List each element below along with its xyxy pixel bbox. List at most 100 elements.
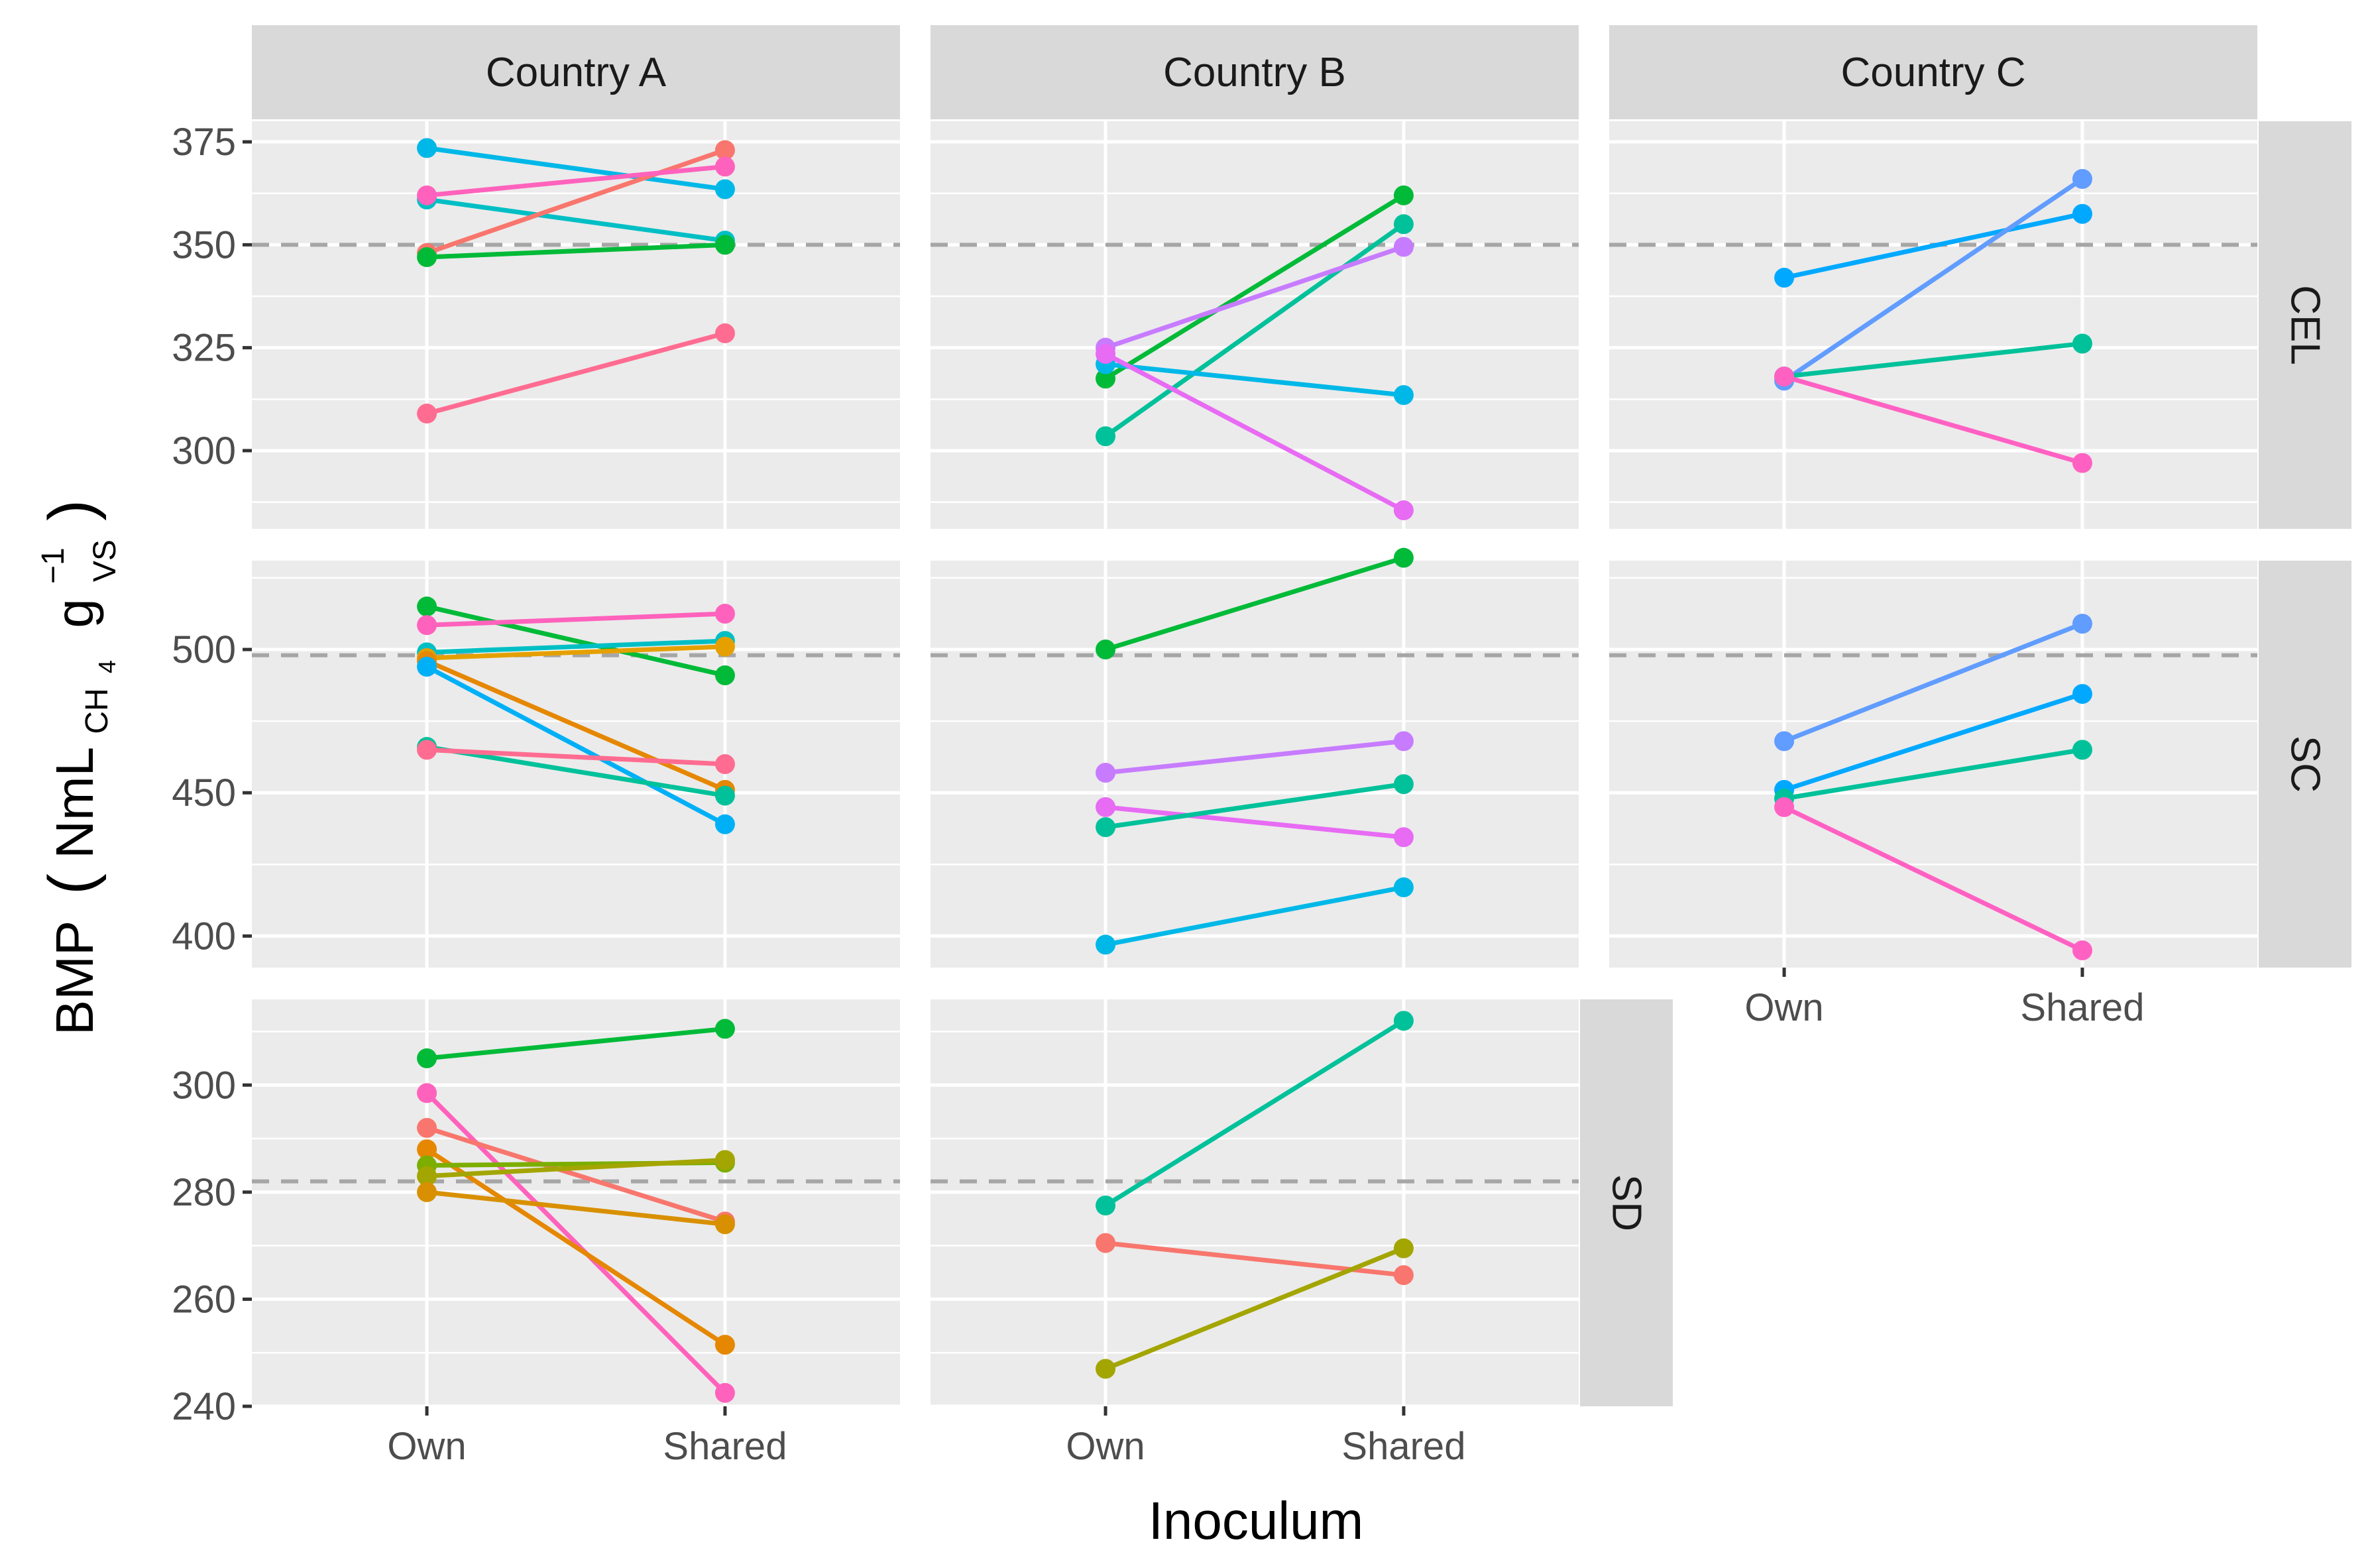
data-point-2-shared — [2072, 168, 2092, 189]
panels-layer — [252, 121, 2257, 1408]
y-tick-label: 375 — [172, 121, 236, 164]
series-line-5 — [424, 242, 728, 260]
series-line-6 — [424, 664, 728, 827]
panel-cel-country-c-background — [1609, 121, 2257, 529]
data-point-3-shared — [2072, 740, 2092, 760]
data-point-2-shared — [714, 603, 735, 624]
series-line-5 — [424, 658, 728, 793]
column-strip-label-country-c: Country C — [1840, 50, 2025, 95]
data-point-2-own — [417, 1083, 437, 1103]
data-point-6-shared — [714, 814, 735, 834]
series-line-3 — [1103, 244, 1406, 351]
y-axis-title-text: BMP ( NmL CH 4 g −1 VS ) — [16, 500, 127, 1035]
series-line-2 — [1781, 691, 2085, 793]
axis-titles: Inoculum BMP ( NmL CH 4 g −1 VS ) — [16, 500, 1364, 1550]
data-point-3-shared — [714, 140, 735, 160]
data-point-1-shared — [714, 179, 735, 199]
series-line-2 — [1781, 176, 2085, 383]
series-line-4 — [1103, 362, 1406, 398]
series-line-3 — [1781, 341, 2085, 379]
panel-sc-country-b-background — [931, 561, 1579, 968]
data-point-5-own — [417, 247, 437, 267]
series-line-3 — [424, 147, 728, 256]
data-point-1-own — [1774, 268, 1795, 288]
row-strip-sc — [2259, 561, 2351, 968]
y-axis-title: BMP ( NmL CH 4 g −1 VS ) — [16, 500, 127, 1035]
series-line-2 — [1103, 221, 1406, 439]
series-line-5 — [1103, 885, 1406, 947]
data-point-4-shared — [714, 1335, 735, 1355]
data-point-1-own — [417, 138, 437, 158]
series-line-7 — [424, 1190, 728, 1227]
series-line-1 — [1103, 1018, 1406, 1208]
data-point-6-own — [417, 1166, 437, 1186]
series-line-6 — [424, 331, 728, 416]
data-point-7-shared — [714, 785, 735, 806]
data-point-2-own — [1096, 762, 1116, 783]
series-line-4 — [424, 164, 728, 198]
data-point-4-shared — [2072, 940, 2092, 961]
panel-sc-country-b — [931, 547, 1579, 968]
row-strip-label-cel: CEL — [2283, 285, 2328, 365]
data-point-5-shared — [714, 235, 735, 255]
data-point-1-own — [417, 1048, 437, 1068]
y-axis-unit-sup: −1 — [36, 547, 71, 584]
series-line-7 — [424, 744, 728, 799]
data-point-1-own — [417, 596, 437, 617]
data-point-2-shared — [1393, 731, 1414, 752]
panel-cel-country-b-background — [931, 121, 1579, 529]
data-point-1-shared — [1393, 185, 1414, 205]
series-line-6 — [424, 1157, 728, 1179]
y-tick-label: 240 — [172, 1385, 236, 1428]
panel-sd-country-b-background — [931, 999, 1579, 1406]
panel-sc-country-c-background — [1609, 561, 2257, 968]
data-point-7-own — [417, 1182, 437, 1202]
data-point-2-shared — [1393, 1265, 1414, 1286]
y-tick-label: 280 — [172, 1171, 236, 1214]
column-strip-country-a — [252, 25, 900, 119]
data-point-3-own — [1096, 1359, 1116, 1379]
x-tick-label-own: Own — [1744, 986, 1823, 1029]
y-tick-label: 300 — [172, 1064, 236, 1107]
y-axis-unit-g: g — [45, 598, 104, 628]
data-point-4-own — [1096, 817, 1116, 838]
y-tick-label: 500 — [172, 628, 236, 671]
series-line-4 — [424, 1147, 728, 1347]
data-point-4-own — [417, 185, 437, 205]
data-point-8-own — [417, 740, 437, 760]
panel-sc-country-a — [252, 561, 900, 968]
row-strip-sd — [1580, 999, 1673, 1406]
data-point-1-own — [1096, 1196, 1116, 1216]
series-line-1 — [1781, 211, 2085, 280]
data-point-3-own — [417, 1117, 437, 1138]
data-point-2-shared — [714, 1382, 735, 1403]
y-tick-label: 260 — [172, 1278, 236, 1321]
data-point-1-own — [1774, 731, 1795, 752]
column-strip-country-c — [1609, 25, 2257, 119]
x-tick-label-shared: Shared — [1341, 1425, 1465, 1468]
data-point-5-own — [1096, 934, 1116, 955]
y-axis-title-main: BMP — [45, 921, 104, 1035]
data-point-4-shared — [2072, 453, 2092, 473]
panel-sd-country-b — [931, 999, 1579, 1408]
series-line-3 — [1103, 1246, 1406, 1371]
panel-cel-country-b — [931, 121, 1579, 529]
data-point-4-shared — [1393, 385, 1414, 406]
x-tick-label-own: Own — [387, 1425, 466, 1468]
axes-layer: 300 325 350 375 400 450 500 Own Shared 240 260 280 3… — [172, 121, 2144, 1468]
y-tick-label: 350 — [172, 223, 236, 266]
data-point-2-shared — [2072, 684, 2092, 704]
data-point-3-shared — [2072, 333, 2092, 354]
row-strip-label-sc: SC — [2283, 736, 2328, 793]
x-axis-title: Inoculum — [1149, 1491, 1364, 1550]
series-line-1 — [1103, 555, 1406, 652]
data-point-1-shared — [2072, 614, 2092, 634]
data-point-2-own — [417, 615, 437, 636]
y-axis-unit-sub2: VS — [87, 539, 123, 582]
data-point-5-own — [1096, 343, 1116, 364]
data-point-1-shared — [1393, 547, 1414, 568]
series-line-4 — [1781, 374, 2085, 466]
panel-sd-country-a-background — [252, 999, 900, 1406]
data-point-2-own — [1096, 1233, 1116, 1253]
